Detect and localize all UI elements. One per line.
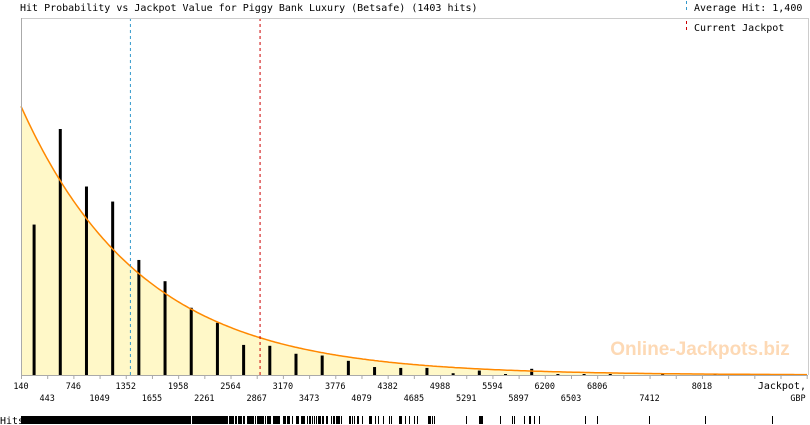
x-tick-label: 4685	[404, 394, 424, 404]
x-tick-label: 1958	[168, 382, 188, 392]
legend-average-hit: Average Hit: 1,400	[694, 3, 802, 14]
x-tick-label: 746	[66, 382, 81, 392]
x-tick-label: 4079	[351, 394, 371, 404]
bar	[32, 224, 36, 375]
x-tick-label: 2564	[220, 382, 240, 392]
x-tick-label: 4988	[430, 382, 450, 392]
x-tick-label: 2867	[246, 394, 266, 404]
bar	[425, 367, 429, 375]
watermark: Online-Jackpots.biz	[610, 339, 789, 360]
bar	[556, 374, 560, 375]
x-tick-label: 6503	[561, 394, 581, 404]
x-tick-label: 1655	[142, 394, 162, 404]
x-tick-label: 7412	[639, 394, 659, 404]
x-tick-label: 6806	[587, 382, 607, 392]
rug-label: Hits	[0, 416, 24, 425]
x-tick-label: 5291	[456, 394, 476, 404]
bar	[399, 367, 403, 375]
x-axis-label-2: GBP	[790, 394, 805, 404]
bar	[137, 259, 141, 375]
bar	[661, 374, 665, 375]
x-tick-label: 8018	[692, 382, 712, 392]
bar	[268, 345, 272, 375]
x-tick-label: 3776	[325, 382, 345, 392]
x-tick-label: 3473	[299, 394, 319, 404]
x-axis-label-1: Jackpot,	[758, 381, 806, 392]
bar	[84, 186, 88, 375]
bar	[294, 353, 298, 375]
bar	[163, 281, 167, 375]
legend-current-jackpot: Current Jackpot	[694, 23, 784, 34]
x-tick-label: 3170	[273, 382, 293, 392]
x-tick-label: 5594	[482, 382, 502, 392]
x-tick-label: 443	[40, 394, 55, 404]
bar	[477, 370, 481, 375]
curve-fill-area	[21, 106, 808, 376]
x-tick-label: 4382	[377, 382, 397, 392]
bar	[242, 344, 246, 375]
x-tick-label: 2261	[194, 394, 214, 404]
bar	[582, 374, 586, 375]
fit-curve	[20, 105, 807, 376]
bar	[530, 368, 534, 375]
bar	[189, 307, 193, 375]
bar	[320, 355, 324, 375]
bar	[58, 129, 62, 375]
bar	[373, 367, 377, 375]
x-tick-label: 1352	[116, 382, 136, 392]
x-tick-label: 140	[13, 382, 28, 392]
bar	[111, 201, 115, 375]
bar	[451, 373, 455, 375]
bar	[215, 322, 219, 375]
x-tick-label: 6200	[535, 382, 555, 392]
chart-title: Hit Probability vs Jackpot Value for Pig…	[20, 3, 478, 14]
x-tick-label: 1049	[89, 394, 109, 404]
bar	[504, 374, 508, 375]
bar	[608, 374, 612, 375]
x-tick-label: 5897	[508, 394, 528, 404]
bar	[346, 360, 350, 375]
